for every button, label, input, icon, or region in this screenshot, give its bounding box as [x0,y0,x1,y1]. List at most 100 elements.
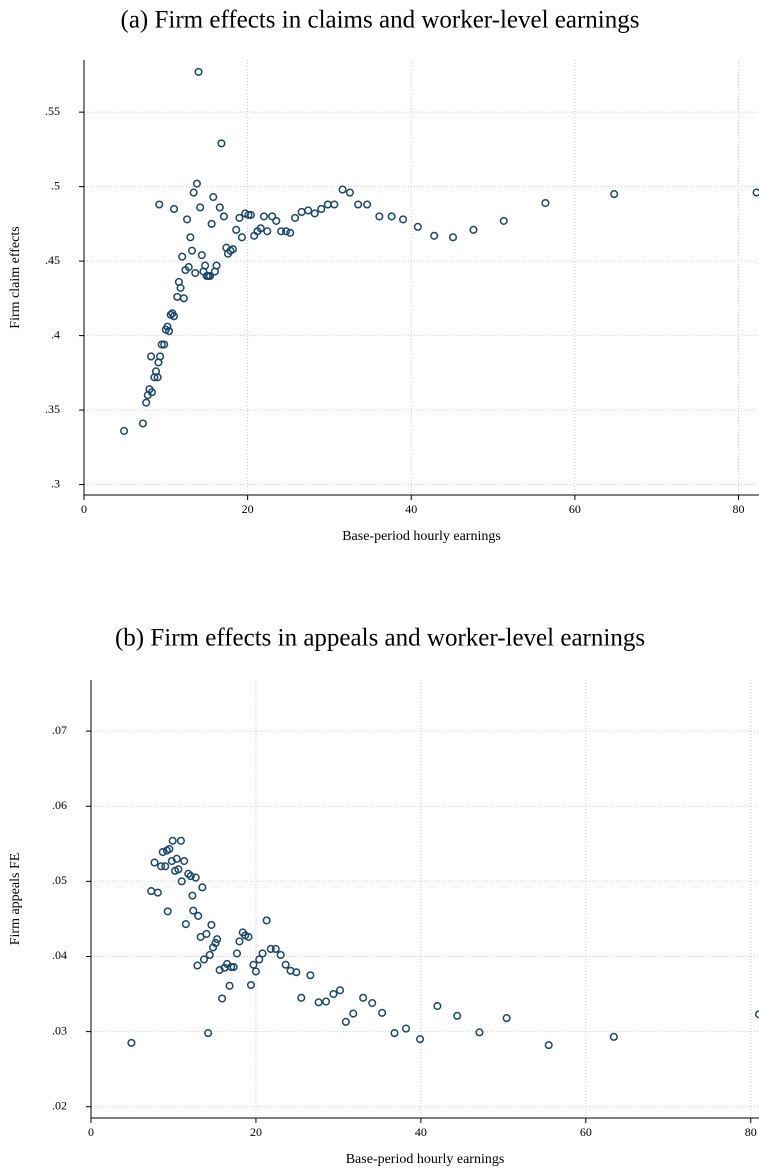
scatter-point [120,426,129,435]
scatter-point [277,227,286,236]
y-tick-label: .02 [52,1098,67,1112]
scatter-point [177,877,186,886]
scatter-point [184,263,193,272]
scatter-point [271,944,280,954]
scatter-point [399,215,408,224]
scatter-point [610,190,619,199]
scatter-point [256,224,265,233]
scatter-point [249,960,258,969]
scatter-point [255,955,264,964]
x-tick-label: 60 [580,1125,592,1139]
y-axis-title: Firm claim effects [8,226,23,328]
scatter-point [193,961,202,970]
scatter-point [291,213,300,222]
scatter-point [187,246,197,255]
scatter-point [232,225,241,234]
scatter-point [259,212,269,221]
scatter-point [205,950,214,960]
scatter-point [147,887,156,896]
y-tick-label: .03 [52,1023,67,1037]
scatter-point [251,967,260,976]
scatter-point [194,67,203,76]
scatter-point [173,292,182,301]
scatter-point [157,340,166,349]
scatter-point [354,200,363,209]
chart-title: (a) Firm effects in claims and worker-le… [121,7,640,34]
scatter-point [219,212,228,221]
scatter-point [341,1017,350,1026]
scatter-point [201,261,210,270]
scatter-point [345,188,354,197]
scatter-point [183,215,192,224]
scatter-point [281,960,290,969]
scatter-point [246,210,255,219]
scatter-point [186,233,195,242]
scatter-point [359,993,368,1002]
scatter-point [541,198,550,208]
y-tick-label: .5 [51,178,60,192]
scatter-point [180,857,189,866]
scatter-point [368,999,377,1008]
x-tick-label: 20 [250,1125,262,1139]
x-tick-label: 20 [242,502,254,516]
scatter-point [169,204,179,214]
scatter-point [213,935,222,944]
scatter-point [207,219,216,228]
scatter-point [186,872,195,881]
scatter-point [165,327,174,336]
scatter-point [330,200,339,209]
scatter-point [169,312,179,321]
scatter-point [153,373,162,382]
scatter-point [336,986,345,995]
scatter-point [235,213,244,222]
scatter-point [227,962,236,972]
scatter-point [237,233,246,242]
scatter-point [157,862,166,871]
scatter-point [349,1009,358,1018]
scatter-point [142,398,151,407]
scatter-point [323,200,332,209]
scatter-point [205,271,215,281]
scatter-point [317,204,326,214]
scatter-point [232,949,242,958]
scatter-point [168,836,177,845]
y-tick-label: .35 [45,402,60,416]
y-tick-label: .07 [52,723,67,737]
y-tick-label: .06 [52,798,67,812]
scatter-point [163,322,172,331]
y-tick-label: .05 [52,873,67,887]
scatter-point [199,955,209,964]
scatter-point [448,233,458,242]
scatter-point [378,1008,387,1017]
scatter-point [310,209,319,218]
scatter-point [191,873,200,882]
scatter-point [147,388,156,397]
scatter-point [127,1038,136,1047]
y-tick-label: .04 [52,948,67,962]
scatter-point [212,261,221,270]
scatter-point [306,971,315,980]
scatter-point [188,891,197,900]
y-axis-title: Firm appeals FE [8,853,23,946]
scatter-point [416,1035,425,1044]
scatter-point [191,268,200,278]
scatter-point [266,944,275,954]
scatter-point [544,1041,553,1050]
scatter-point [413,222,422,231]
scatter-point [263,227,272,236]
scatter-point [282,227,291,236]
y-tick-label: .3 [51,476,60,490]
chart-title: (b) Firm effects in appeals and worker-l… [115,625,645,652]
scatter-point [198,883,207,892]
scatter-point [244,932,253,941]
scatter-point [228,245,237,254]
x-tick-label: 60 [569,502,581,516]
scatter-point [262,916,271,925]
scatter-point [192,179,201,188]
scatter-point [172,854,181,863]
scatter-point [202,929,211,938]
scatter-point [244,210,253,219]
y-tick-label: .55 [45,104,60,118]
scatter-point [499,216,508,225]
